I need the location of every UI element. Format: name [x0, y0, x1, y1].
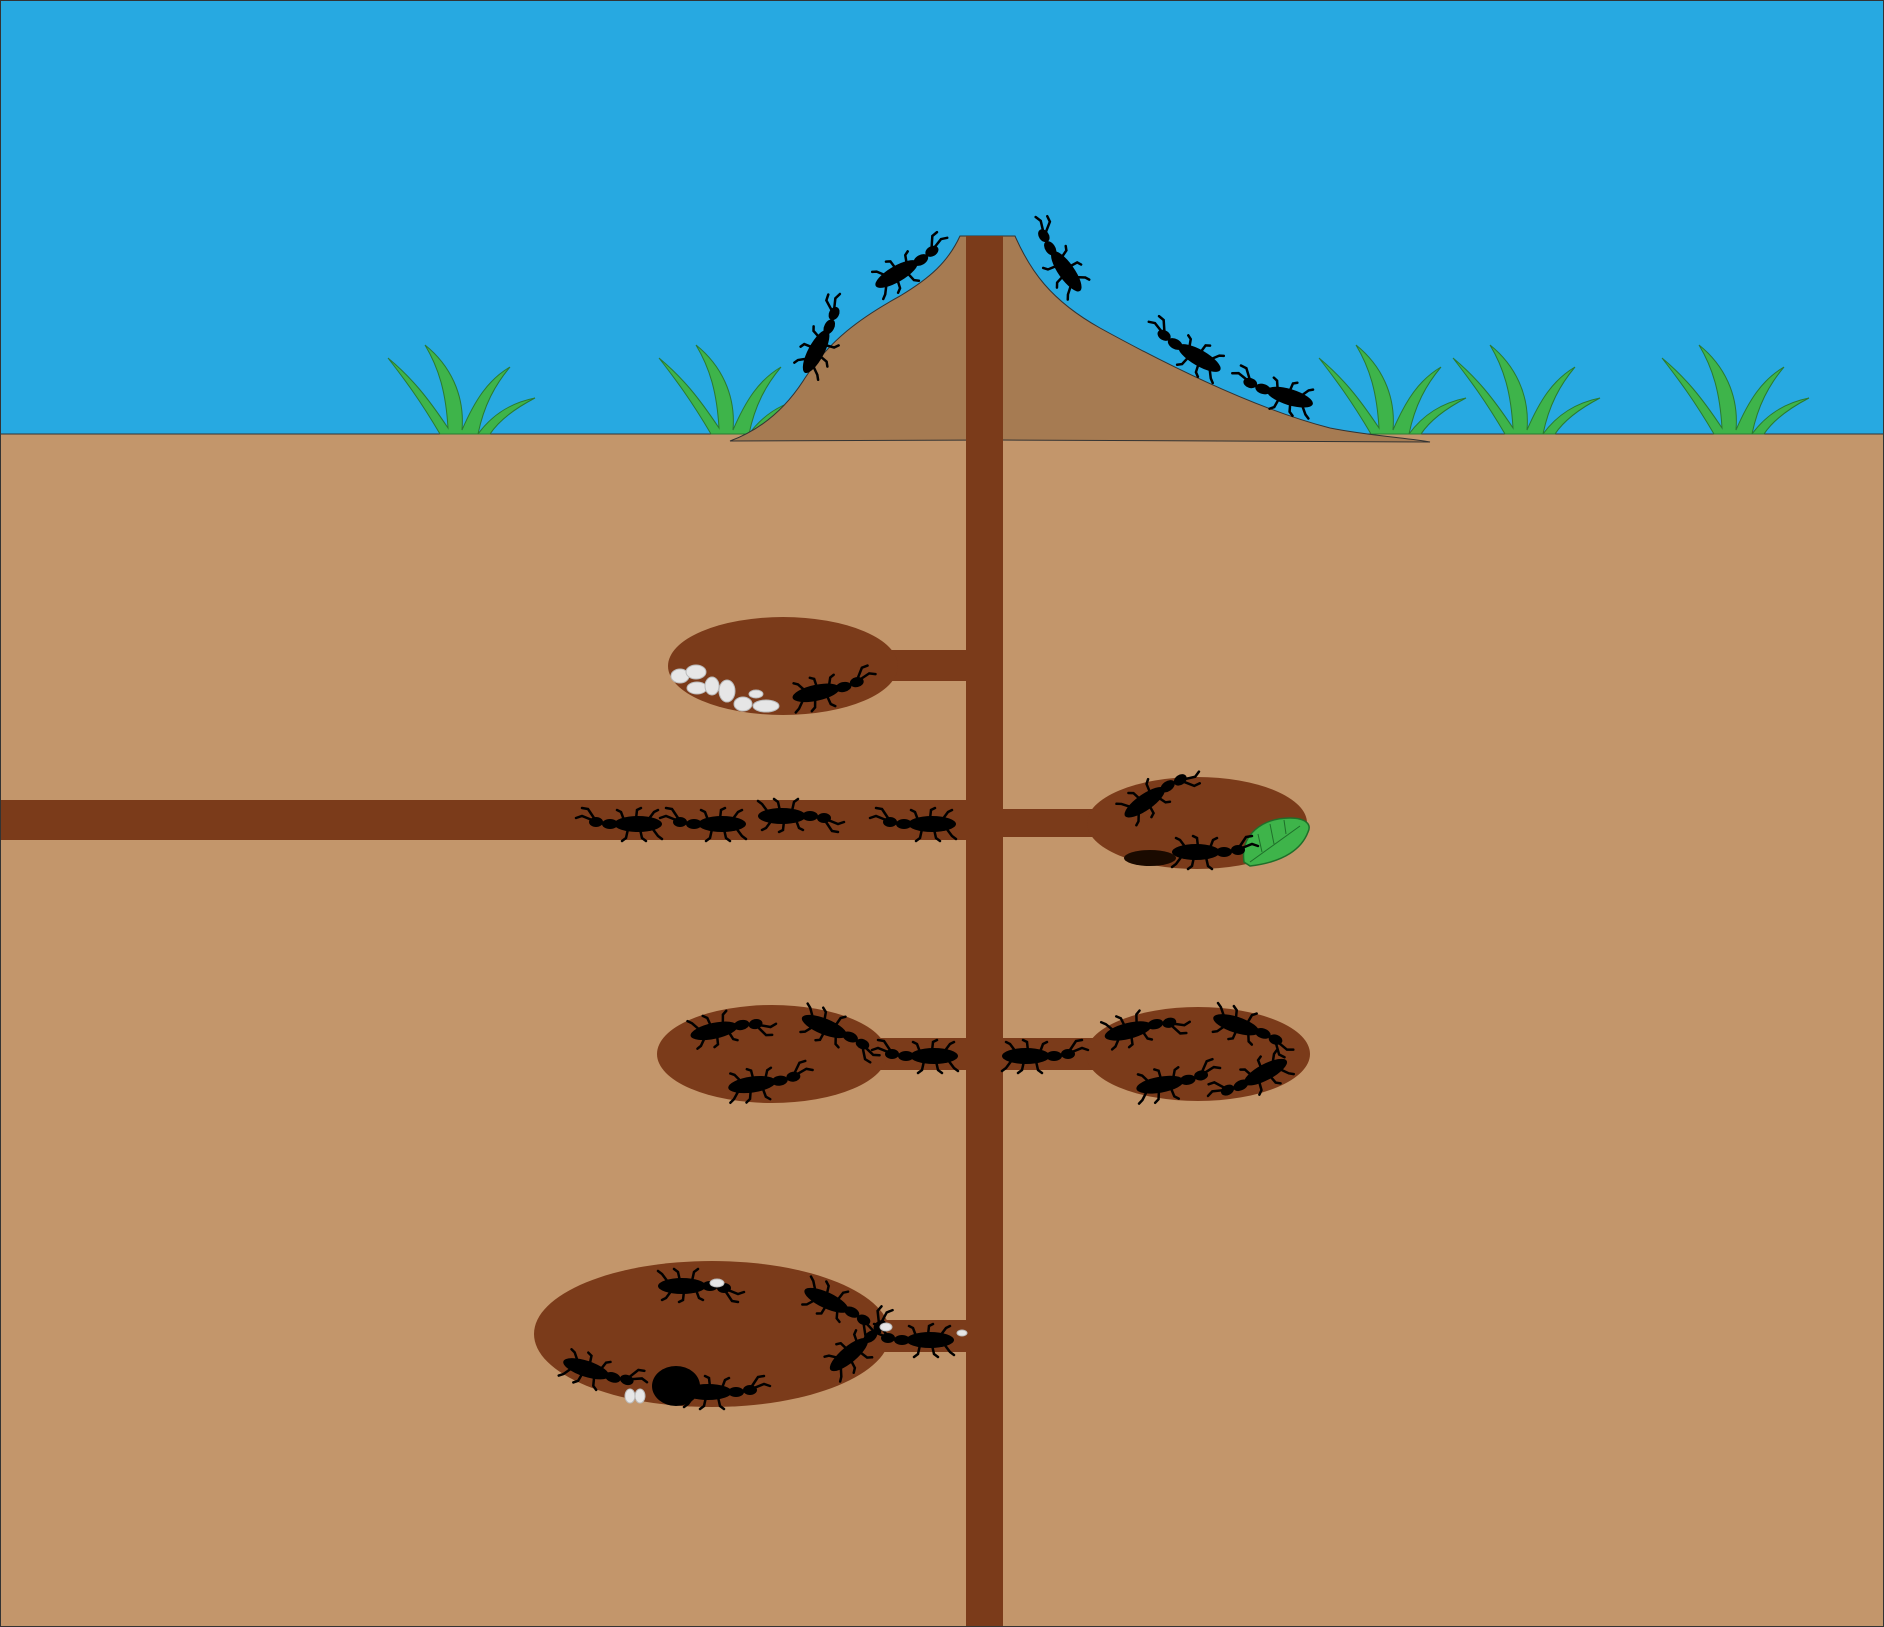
connector-nursery [885, 650, 967, 681]
grass-tuft [1452, 344, 1601, 435]
chamber-resting-left [657, 1005, 887, 1103]
leaf-icon [1242, 817, 1310, 867]
grass-tuft [1661, 344, 1810, 435]
egg-cluster [624, 1278, 968, 1404]
soil [1, 434, 1883, 1626]
food-crumb [1124, 850, 1176, 866]
leaf-veins [1249, 819, 1301, 863]
egg-cluster [670, 664, 780, 713]
chamber-queen [534, 1261, 890, 1407]
chamber-resting-right [1086, 1007, 1310, 1101]
grass-tuft [1318, 344, 1467, 435]
grass-tuft [658, 344, 807, 435]
grass-tuft [387, 344, 536, 435]
main-shaft [966, 236, 1003, 1626]
anthill-mound [729, 235, 1431, 443]
